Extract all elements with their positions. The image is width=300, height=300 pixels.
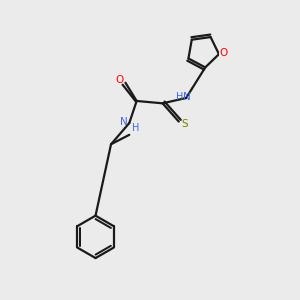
Text: N: N [183, 92, 191, 102]
Text: H: H [176, 92, 183, 102]
Text: O: O [220, 48, 228, 58]
Text: S: S [181, 119, 188, 129]
Text: O: O [116, 75, 124, 85]
Text: N: N [120, 117, 128, 127]
Text: H: H [132, 123, 140, 133]
